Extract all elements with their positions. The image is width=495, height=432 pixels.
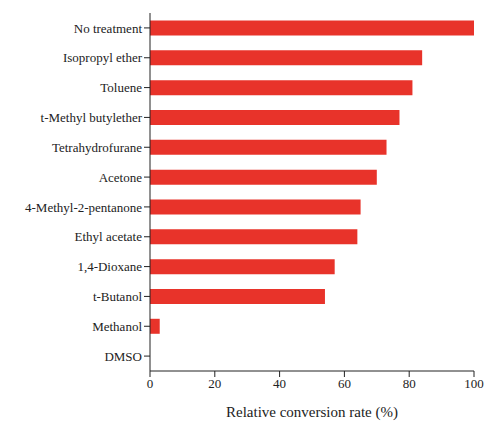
svg-text:DMSO: DMSO xyxy=(104,349,142,364)
svg-text:0: 0 xyxy=(147,376,154,391)
svg-text:80: 80 xyxy=(403,376,416,391)
svg-text:t-Butanol: t-Butanol xyxy=(93,289,142,304)
svg-text:Methanol: Methanol xyxy=(92,319,142,334)
svg-text:Ethyl acetate: Ethyl acetate xyxy=(75,229,143,244)
svg-text:Relative conversion rate (%): Relative conversion rate (%) xyxy=(226,404,398,421)
svg-text:4-Methyl-2-pentanone: 4-Methyl-2-pentanone xyxy=(25,200,142,215)
svg-text:40: 40 xyxy=(273,376,286,391)
svg-text:Acetone: Acetone xyxy=(99,170,143,185)
svg-text:100: 100 xyxy=(464,376,484,391)
svg-text:Tetrahydrofurane: Tetrahydrofurane xyxy=(52,140,142,155)
svg-text:t-Methyl butylether: t-Methyl butylether xyxy=(41,110,143,125)
svg-text:60: 60 xyxy=(338,376,351,391)
svg-text:1,4-Dioxane: 1,4-Dioxane xyxy=(77,259,142,274)
svg-text:20: 20 xyxy=(208,376,221,391)
svg-text:No treatment: No treatment xyxy=(74,21,143,36)
svg-text:Toluene: Toluene xyxy=(100,80,142,95)
svg-text:Isopropyl ether: Isopropyl ether xyxy=(63,50,143,65)
